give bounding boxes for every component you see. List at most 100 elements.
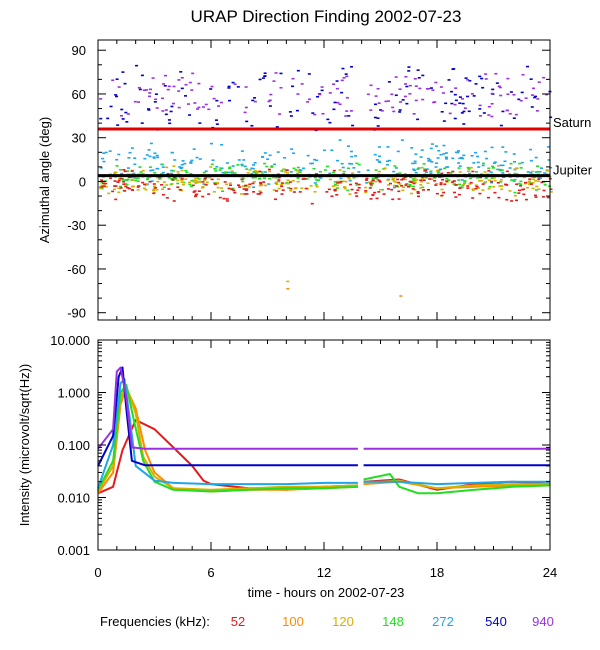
azimuth-point-52 xyxy=(128,187,132,190)
azimuth-point-52 xyxy=(515,199,519,202)
azimuth-point-272 xyxy=(115,158,119,161)
azimuth-point-120 xyxy=(484,181,488,183)
azimuth-point-52 xyxy=(245,188,249,190)
azimuth-point-120 xyxy=(216,181,220,184)
azimuth-point-120 xyxy=(532,178,536,181)
azimuth-point-148 xyxy=(333,181,337,183)
azimuth-point-272 xyxy=(424,171,428,174)
azimuth-point-120 xyxy=(402,186,406,189)
azimuth-point-52 xyxy=(251,182,255,185)
azimuth-point-540 xyxy=(398,111,402,113)
azimuth-point-272 xyxy=(211,159,215,161)
azimuth-point-120 xyxy=(287,182,291,185)
azimuth-point-120 xyxy=(536,180,540,182)
azimuth-point-272 xyxy=(209,142,213,145)
azimuth-point-52 xyxy=(339,181,343,183)
azimuth-point-148 xyxy=(536,165,540,168)
azimuth-point-540 xyxy=(167,119,171,121)
azimuth-point-120 xyxy=(180,181,184,183)
azimuth-point-148 xyxy=(432,177,436,179)
azimuth-point-148 xyxy=(162,186,166,189)
azimuth-point-120 xyxy=(277,187,281,190)
azimuth-point-540 xyxy=(320,89,324,92)
azimuth-point-148 xyxy=(332,171,336,174)
azimuth-point-52 xyxy=(122,168,126,171)
azimuth-point-52 xyxy=(114,185,118,187)
azimuth-point-540 xyxy=(454,99,458,102)
azimuth-point-272 xyxy=(350,163,354,165)
azimuth-point-148 xyxy=(338,182,342,184)
azimuth-point-52 xyxy=(152,183,156,185)
intensity-plot-frame xyxy=(97,339,551,551)
azimuth-point-52 xyxy=(487,170,491,172)
azimuth-point-272 xyxy=(237,159,241,161)
azimuth-point-120 xyxy=(209,166,213,168)
azimuth-point-540 xyxy=(261,77,265,79)
azimuth-point-540 xyxy=(480,77,484,80)
azimuth-point-272 xyxy=(195,156,199,159)
azimuth-point-540 xyxy=(417,77,421,79)
azimuth-point-120 xyxy=(419,187,423,189)
azimuth-point-540 xyxy=(311,112,315,114)
azimuth-point-120 xyxy=(483,171,487,173)
azimuth-point-540 xyxy=(227,85,231,88)
azimuth-point-540 xyxy=(472,95,476,97)
azimuth-point-148 xyxy=(542,181,546,183)
azimuth-point-272 xyxy=(161,166,165,168)
azimuth-point-148 xyxy=(408,183,412,186)
azimuth-point-272 xyxy=(386,146,390,148)
azimuth-point-940 xyxy=(336,101,340,104)
azimuth-point-120 xyxy=(487,179,491,182)
azimuth-point-120 xyxy=(156,180,160,183)
azimuth-point-272 xyxy=(410,147,414,149)
azimuth-point-272 xyxy=(149,142,153,145)
azimuth-point-120 xyxy=(513,194,517,197)
azimuth-point-940 xyxy=(545,93,549,96)
azimuth-point-120 xyxy=(471,189,475,191)
azimuth-point-272 xyxy=(250,167,254,170)
azimuth-point-272 xyxy=(147,149,151,151)
azimuth-point-272 xyxy=(315,159,319,162)
azimuth-point-940 xyxy=(463,107,467,109)
azimuth-point-148 xyxy=(262,177,266,180)
azimuth-point-272 xyxy=(442,144,446,147)
azimuth-point-52 xyxy=(377,191,381,193)
azimuth-point-940 xyxy=(133,100,137,103)
azimuth-point-940 xyxy=(408,92,412,95)
azimuth-point-52 xyxy=(277,179,281,181)
azimuth-point-940 xyxy=(291,77,295,80)
azimuth-point-272 xyxy=(529,171,533,174)
azimuth-point-272 xyxy=(413,162,417,164)
azimuth-point-272 xyxy=(428,159,432,161)
azimuth-point-52 xyxy=(280,182,284,184)
azimuth-point-120 xyxy=(253,169,257,172)
azimuth-point-272 xyxy=(242,159,246,161)
azimuth-point-120 xyxy=(246,171,250,174)
azimuth-point-540 xyxy=(530,106,534,108)
azimuth-outlier xyxy=(286,280,290,283)
azimuth-point-940 xyxy=(404,75,408,78)
azimuth-point-272 xyxy=(493,161,497,164)
azimuth-point-52 xyxy=(111,190,115,193)
azimuth-point-940 xyxy=(253,100,257,103)
azimuth-point-52 xyxy=(262,181,266,183)
azimuth-point-272 xyxy=(346,145,350,147)
azimuth-point-272 xyxy=(263,171,267,173)
azimuth-point-148 xyxy=(190,179,194,182)
azimuth-point-120 xyxy=(245,184,249,187)
intensity-line-940 xyxy=(97,366,550,450)
azimuth-point-52 xyxy=(124,185,128,188)
azimuth-point-272 xyxy=(215,165,219,168)
azimuth-point-52 xyxy=(355,195,359,197)
azimuth-point-52 xyxy=(119,177,123,180)
azimuth-point-540 xyxy=(183,95,187,97)
azimuth-point-148 xyxy=(468,177,472,180)
azimuth-point-52 xyxy=(457,193,461,196)
azimuth-point-120 xyxy=(275,183,279,186)
azimuth-point-540 xyxy=(215,99,219,102)
jupiter-label: Jupiter xyxy=(553,163,593,178)
azimuth-point-148 xyxy=(263,162,267,165)
azimuth-point-120 xyxy=(198,181,202,183)
azimuth-point-120 xyxy=(196,181,200,184)
azimuth-point-52 xyxy=(458,187,462,190)
